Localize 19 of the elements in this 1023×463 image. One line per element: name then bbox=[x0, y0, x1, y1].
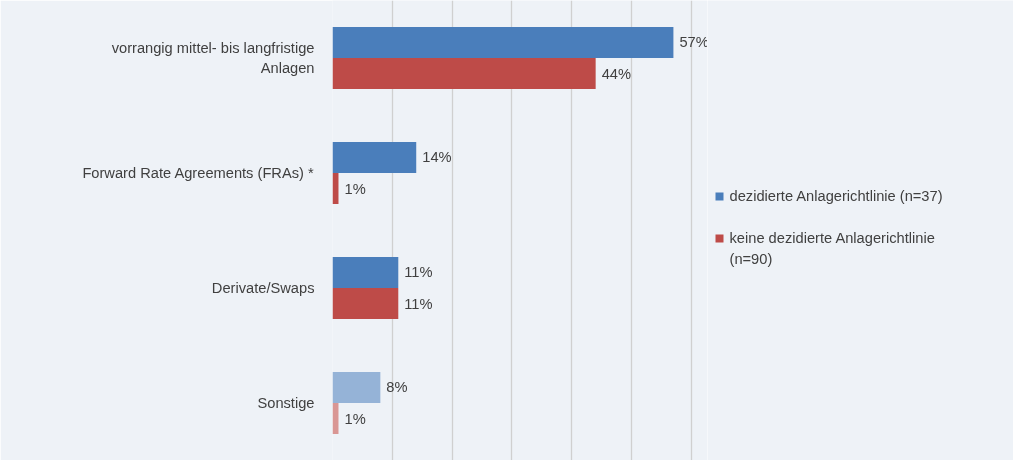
y-tick-label: Forward Rate Agreements (FRAs) * bbox=[82, 165, 314, 181]
bar bbox=[332, 141, 417, 173]
data-label: 1% bbox=[344, 180, 366, 197]
data-label: 1% bbox=[344, 410, 366, 427]
bar bbox=[332, 256, 399, 288]
y-tick-label: vorrangig mittel- bis langfristige Anlagen bbox=[111, 40, 315, 76]
data-label: 14% bbox=[422, 149, 452, 166]
bar bbox=[332, 26, 674, 58]
data-label: 44% bbox=[601, 65, 631, 82]
bar bbox=[332, 288, 399, 320]
data-label: 11% bbox=[404, 264, 433, 281]
legend-label: dezidierte Anlagerichtlinie (n=37) bbox=[729, 187, 943, 204]
bar bbox=[332, 58, 596, 90]
bar bbox=[332, 371, 381, 403]
data-label: 8% bbox=[386, 379, 408, 396]
legend-label: keine dezidierte Anlagerichtlinie (n=90) bbox=[729, 229, 935, 268]
data-label: 11% bbox=[404, 295, 433, 312]
y-tick-label: Derivate/Swaps bbox=[211, 280, 315, 296]
y-tick-label: Sonstige bbox=[257, 395, 315, 411]
